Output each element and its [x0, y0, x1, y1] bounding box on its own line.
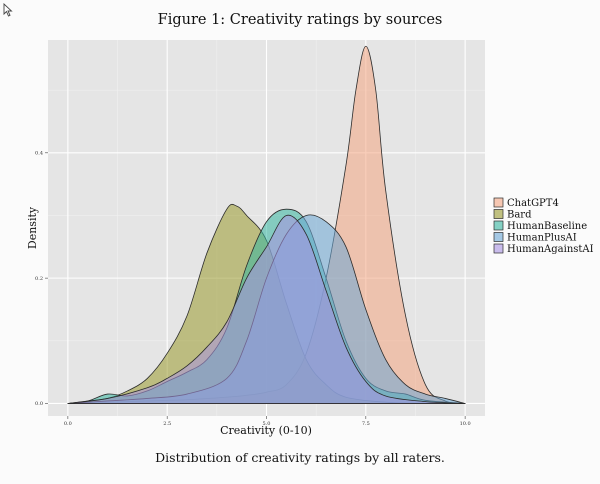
- legend-label-humanplusai: HumanPlusAI: [507, 233, 577, 244]
- density-areas: [67, 45, 466, 404]
- legend-label-humanagainstai: HumanAgainstAI: [507, 244, 594, 255]
- x-tick-label: 5.0: [263, 421, 271, 427]
- mouse-pointer-icon: [3, 3, 13, 17]
- legend-swatch-humanbaseline: [493, 220, 504, 231]
- x-axis-label: Creativity (0-10): [220, 424, 312, 437]
- figure-caption: Distribution of creativity ratings by al…: [155, 450, 445, 465]
- x-tick-label: 10.0: [460, 421, 471, 427]
- x-axis-ticks: 0.0 2.5 5.0 7.5 10.0: [64, 416, 471, 427]
- y-axis-ticks: 0.0 0.2 0.4: [35, 151, 48, 407]
- x-tick-label: 0.0: [64, 421, 72, 427]
- y-tick-label: 0.4: [35, 151, 43, 157]
- legend: ChatGPT4BardHumanBaselineHumanPlusAIHuma…: [493, 197, 594, 255]
- x-tick-label: 7.5: [362, 421, 370, 427]
- legend-swatch-bard: [493, 209, 504, 219]
- legend-swatch-humanplusai: [493, 232, 504, 242]
- legend-swatch-humanagainstai: [493, 243, 504, 254]
- legend-label-bard: Bard: [507, 210, 532, 221]
- legend-label-chatgpt4: ChatGPT4: [507, 198, 559, 209]
- density-area-humanagainstai: [67, 214, 466, 404]
- x-tick-label: 2.5: [163, 421, 171, 427]
- y-axis-label: Density: [26, 206, 39, 249]
- y-tick-label: 0.0: [35, 401, 43, 407]
- legend-label-humanbaseline: HumanBaseline: [507, 221, 587, 232]
- y-tick-label: 0.2: [35, 276, 43, 282]
- figure-title: Figure 1: Creativity ratings by sources: [157, 12, 443, 28]
- legend-swatch-chatgpt4: [493, 197, 504, 208]
